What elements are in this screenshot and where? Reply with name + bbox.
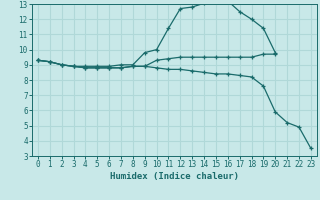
X-axis label: Humidex (Indice chaleur): Humidex (Indice chaleur) — [110, 172, 239, 181]
